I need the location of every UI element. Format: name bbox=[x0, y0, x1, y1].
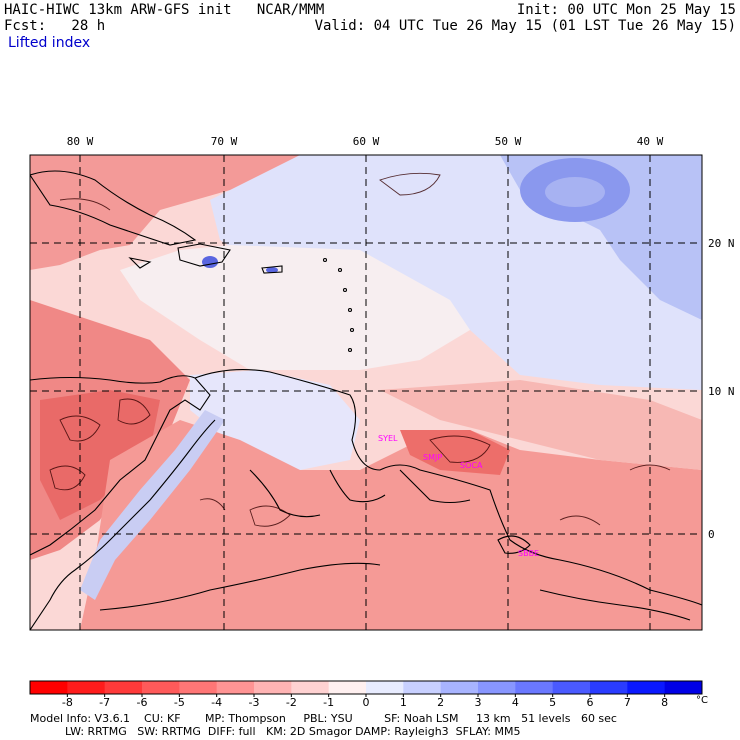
coastlines bbox=[30, 170, 702, 630]
colorbar-swatch bbox=[30, 681, 68, 694]
colorbar-swatch bbox=[216, 681, 255, 694]
colorbar-tick-label: 7 bbox=[623, 696, 631, 709]
colorbar-swatch bbox=[627, 681, 666, 694]
colorbar-swatch bbox=[515, 681, 554, 694]
stations: SYEL SMJP SOCA SBBE bbox=[378, 434, 539, 558]
lat-label: 20 N bbox=[708, 237, 735, 250]
colorbar-swatch bbox=[104, 681, 143, 694]
colorbar-swatch bbox=[590, 681, 628, 694]
neutral-region bbox=[120, 245, 470, 370]
init-time: Init: 00 UTC Mon 25 May 15 bbox=[516, 2, 736, 18]
colorbar-tick-label: 3 bbox=[474, 696, 482, 709]
colorbar-tick-label: -3 bbox=[248, 696, 260, 709]
colorbar-swatch bbox=[440, 681, 479, 694]
colorbar-tick-label: 5 bbox=[549, 696, 557, 709]
lon-label: 60 W bbox=[353, 135, 380, 148]
colorbar-tick-label: 4 bbox=[511, 696, 519, 709]
colorbar-tick-label: -1 bbox=[323, 696, 335, 709]
lon-label: 70 W bbox=[211, 135, 238, 148]
colorbar-swatch bbox=[254, 681, 292, 694]
field-name: Lifted index bbox=[8, 35, 91, 51]
station-label: SYEL bbox=[378, 434, 398, 443]
colorbar-swatch bbox=[366, 681, 404, 694]
longitude-labels: 80 W 70 W 60 W 50 W 40 W bbox=[67, 135, 664, 148]
stable-region-caribbean bbox=[190, 370, 360, 470]
colorbar-tick-label: -4 bbox=[211, 696, 223, 709]
lon-label: 40 W bbox=[637, 135, 664, 148]
colorbar-unit: °C bbox=[696, 695, 708, 706]
latitude-labels: 20 N 10 N 0 bbox=[708, 237, 735, 541]
unstable-region-northwest bbox=[30, 155, 300, 270]
model-title: HAIC-HIWC 13km ARW-GFS init NCAR/MMM bbox=[4, 2, 325, 18]
colorbar-tick-label: -7 bbox=[99, 696, 111, 709]
colorbar-tick-label: 6 bbox=[586, 696, 594, 709]
valid-time: Valid: 04 UTC Tue 26 May 15 (01 LST Tue … bbox=[314, 18, 736, 34]
colorbar-tick-label: -6 bbox=[136, 696, 148, 709]
colorbar-tick-label: -2 bbox=[285, 696, 297, 709]
colorbar bbox=[29, 680, 703, 697]
colorbar-swatch bbox=[552, 681, 591, 694]
map-frame bbox=[29, 154, 703, 631]
lat-label: 10 N bbox=[708, 385, 735, 398]
colorbar-swatch bbox=[328, 681, 367, 694]
lat-label: 0 bbox=[708, 528, 715, 541]
station-label: SOCA bbox=[460, 461, 483, 470]
colorbar-swatch bbox=[664, 681, 703, 694]
lon-label: 80 W bbox=[67, 135, 94, 148]
footer-model-info: Model Info: V3.6.1 CU: KF MP: Thompson P… bbox=[30, 712, 617, 725]
lon-label: 50 W bbox=[495, 135, 522, 148]
forecast-hour: Fcst: 28 h bbox=[4, 18, 106, 34]
colorbar-swatch bbox=[67, 681, 106, 694]
colorbar-swatch bbox=[291, 681, 330, 694]
colorbar-tick-label: 2 bbox=[437, 696, 445, 709]
colorbar-tick-label: 1 bbox=[399, 696, 407, 709]
station-label: SBBE bbox=[518, 549, 539, 558]
station-label: SMJP bbox=[423, 453, 442, 462]
contours bbox=[49, 172, 671, 527]
gridlines bbox=[30, 155, 702, 630]
colorbar-tick-label: -8 bbox=[61, 696, 73, 709]
colorbar-swatch bbox=[142, 681, 180, 694]
colorbar-tick-label: 0 bbox=[362, 696, 370, 709]
colorbar-swatch bbox=[403, 681, 442, 694]
colorbar-swatch bbox=[478, 681, 516, 694]
colorbar-swatch bbox=[179, 681, 218, 694]
unstable-region-south-america bbox=[80, 420, 702, 630]
colorbar-tick-label: 8 bbox=[661, 696, 669, 709]
footer-physics-info: LW: RRTMG SW: RRTMG DIFF: full KM: 2D Sm… bbox=[30, 725, 521, 738]
colorbar-tick-label: -5 bbox=[173, 696, 185, 709]
stable-strip-andes bbox=[80, 410, 225, 600]
